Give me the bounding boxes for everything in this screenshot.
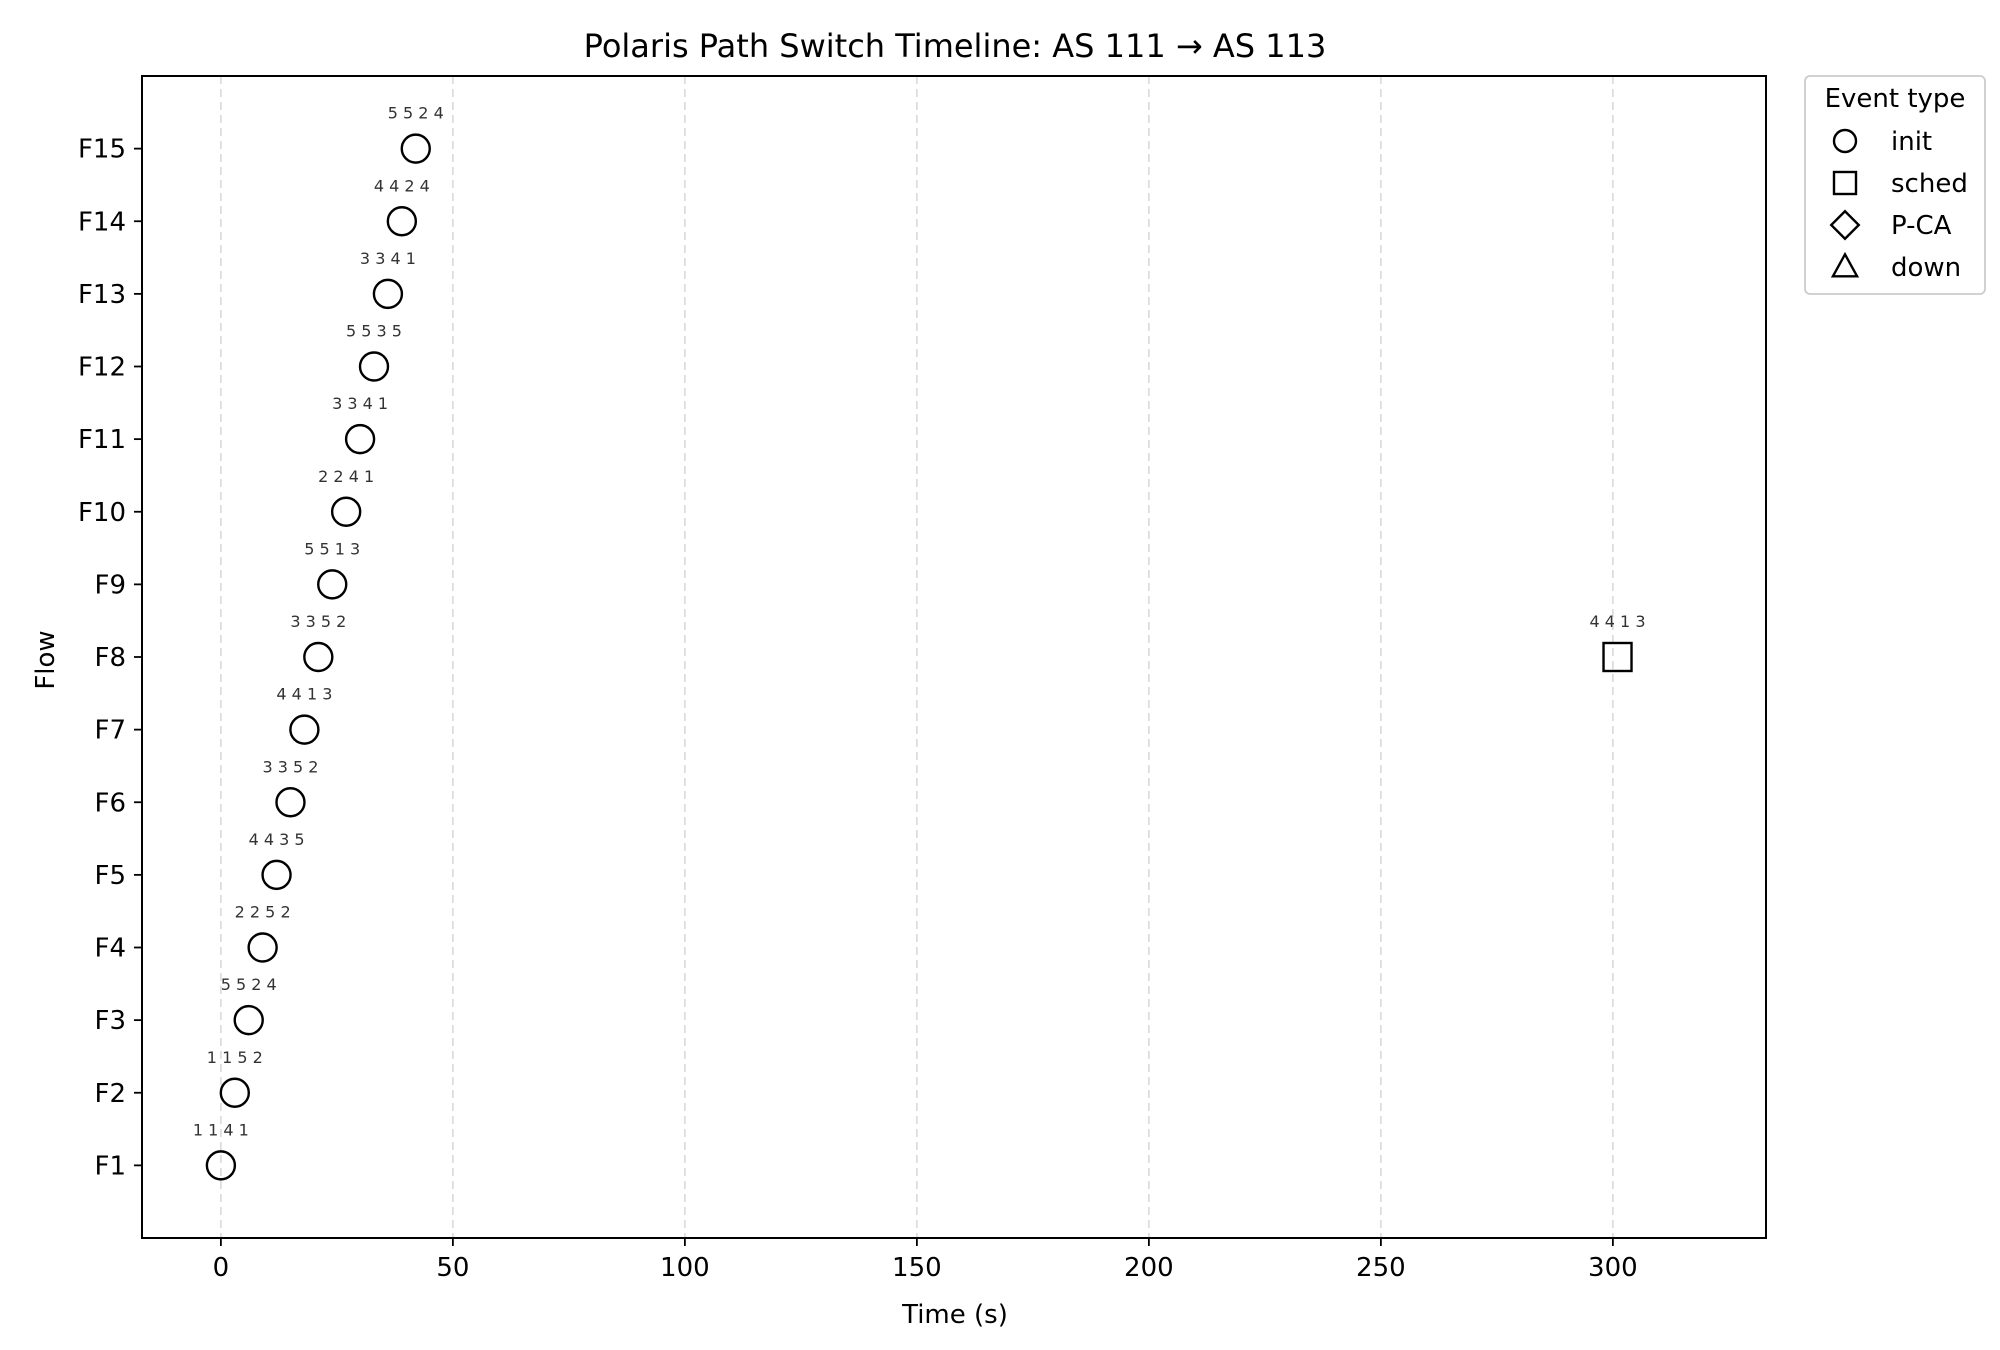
y-tick-label: F1 xyxy=(95,1151,127,1181)
x-tick-label: 150 xyxy=(892,1253,942,1283)
event-marker-init xyxy=(386,206,418,237)
legend-item-label: down xyxy=(1891,253,1961,283)
point-label: 3 3 4 1 xyxy=(360,249,416,268)
chart-title: Polaris Path Switch Timeline: AS 111 → A… xyxy=(584,27,1327,65)
y-tick-label: F6 xyxy=(95,788,127,818)
x-tick-label: 0 xyxy=(213,1253,230,1283)
point-label: 1 1 5 2 xyxy=(207,1048,263,1067)
y-tick-label: F13 xyxy=(78,280,126,310)
event-marker-init xyxy=(400,133,431,164)
legend-item-label: sched xyxy=(1891,169,1968,199)
event-marker-init xyxy=(205,1150,237,1181)
event-marker-sched xyxy=(1602,641,1633,673)
x-tick-label: 250 xyxy=(1356,1253,1406,1283)
y-tick-label: F15 xyxy=(78,135,126,165)
event-marker-init xyxy=(317,569,348,600)
event-marker-init xyxy=(261,859,292,891)
point-label: 5 5 2 4 xyxy=(388,104,444,123)
legend-marker-init xyxy=(1832,128,1858,154)
point-label: 1 1 4 1 xyxy=(193,1120,249,1139)
point-label: 2 2 5 2 xyxy=(235,903,291,922)
y-tick-label: F9 xyxy=(95,570,127,600)
point-label: 3 3 5 2 xyxy=(262,757,318,776)
event-marker-init xyxy=(372,278,404,310)
y-tick-label: F12 xyxy=(78,353,126,383)
x-tick-label: 300 xyxy=(1588,1253,1638,1283)
y-tick-label: F5 xyxy=(95,861,127,891)
y-tick-label: F3 xyxy=(95,1006,127,1036)
y-tick-label: F14 xyxy=(78,207,126,237)
point-label: 4 4 1 3 xyxy=(276,685,332,704)
y-tick-label: F8 xyxy=(95,643,127,673)
legend: Event type init sched P-CA down xyxy=(1804,75,1986,295)
y-tick-label: F7 xyxy=(95,716,127,746)
event-marker-init xyxy=(219,1077,251,1108)
point-label: 3 3 5 2 xyxy=(290,612,346,631)
y-tick-label: F10 xyxy=(78,498,126,528)
point-label: 2 2 4 1 xyxy=(318,467,374,486)
event-marker-init xyxy=(289,714,320,745)
event-marker-init xyxy=(303,641,334,673)
legend-marker-down xyxy=(1830,251,1860,278)
x-tick-label: 50 xyxy=(436,1253,469,1283)
point-label: 4 4 1 3 xyxy=(1590,612,1646,631)
y-axis-label: Flow xyxy=(31,630,61,689)
legend-item-label: init xyxy=(1891,127,1932,157)
point-label: 4 4 3 5 xyxy=(249,830,305,849)
plot-area: 0 50 100 150 200 250 300 F1 F2 F3 F4 F5 F6 F7 F8 F9 F10 F… xyxy=(78,75,1767,1283)
point-label: 5 5 3 5 xyxy=(346,322,402,341)
point-label: 5 5 1 3 xyxy=(304,539,360,558)
event-marker-init xyxy=(344,423,376,455)
legend-marker-p-ca xyxy=(1829,209,1861,241)
legend-item-label: P-CA xyxy=(1891,211,1952,241)
x-tick-label: 200 xyxy=(1124,1253,1174,1283)
point-label: 5 5 2 4 xyxy=(221,975,277,994)
point-label: 3 3 4 1 xyxy=(332,394,388,413)
event-marker-init xyxy=(233,1004,264,1036)
point-label: 4 4 2 4 xyxy=(374,176,430,195)
y-tick-label: F2 xyxy=(95,1079,127,1109)
event-marker-init xyxy=(275,787,306,818)
event-marker-init xyxy=(358,351,390,382)
x-axis-label: Time (s) xyxy=(901,1300,1008,1330)
x-tick-label: 100 xyxy=(660,1253,710,1283)
event-marker-init xyxy=(330,496,362,527)
legend-title: Event type xyxy=(1825,84,1966,114)
y-tick-label: F4 xyxy=(95,934,127,964)
legend-marker-sched xyxy=(1832,170,1858,196)
y-tick-label: F11 xyxy=(78,425,126,455)
event-marker-init xyxy=(247,932,278,963)
